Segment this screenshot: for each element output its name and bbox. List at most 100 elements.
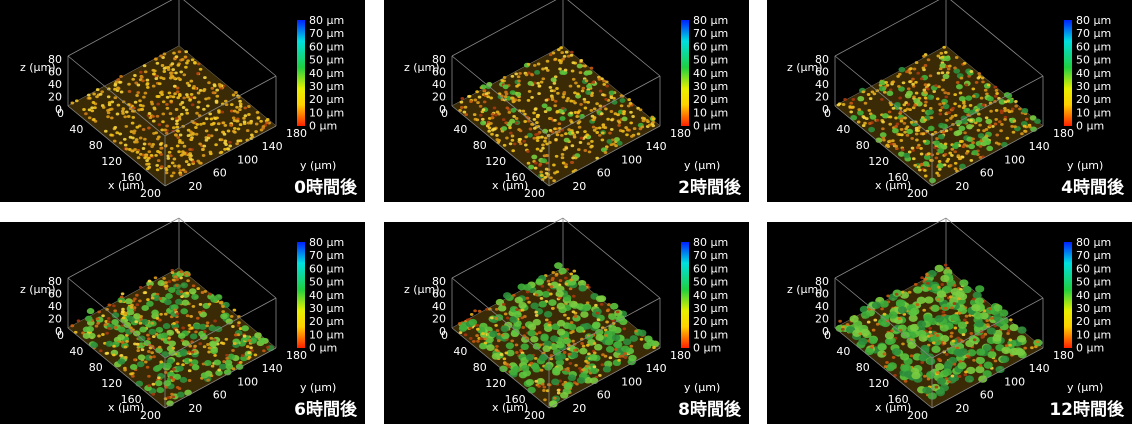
biofilm-cluster <box>614 348 618 351</box>
biofilm-cluster <box>901 342 905 345</box>
biofilm-cluster <box>148 280 152 283</box>
biofilm-cluster <box>923 314 932 321</box>
biofilm-cluster <box>938 103 942 106</box>
biofilm-cluster <box>531 155 537 160</box>
biofilm-cluster <box>651 121 655 124</box>
biofilm-cluster <box>991 349 995 352</box>
biofilm-cluster <box>225 354 229 357</box>
biofilm-cluster <box>185 93 189 96</box>
biofilm-cluster <box>606 309 610 312</box>
biofilm-cluster <box>150 351 154 354</box>
biofilm-cluster <box>176 278 180 281</box>
biofilm-cluster <box>139 327 147 333</box>
biofilm-cluster <box>923 118 927 121</box>
biofilm-cluster <box>534 380 538 383</box>
biofilm-cluster <box>883 313 887 316</box>
biofilm-cluster <box>536 136 540 139</box>
biofilm-cluster <box>605 85 609 88</box>
biofilm-cluster <box>196 72 200 75</box>
colorbar-label: 30 μm <box>1076 302 1111 315</box>
biofilm-cluster <box>922 67 926 70</box>
biofilm-cluster <box>180 377 188 383</box>
biofilm-cluster <box>530 336 538 343</box>
biofilm-cluster <box>71 102 75 105</box>
biofilm-cluster <box>238 108 242 111</box>
z-tick-label: 80 <box>432 53 446 66</box>
biofilm-cluster <box>485 92 489 95</box>
biofilm-cluster <box>145 159 149 162</box>
biofilm-cluster <box>846 323 850 326</box>
biofilm-cluster <box>528 330 536 337</box>
z-tick-label: 80 <box>815 275 829 288</box>
biofilm-cluster <box>880 98 884 101</box>
biofilm-cluster <box>199 68 203 71</box>
biofilm-cluster <box>222 121 226 124</box>
biofilm-cluster <box>610 118 614 121</box>
biofilm-cluster <box>505 363 509 366</box>
biofilm-cluster <box>220 313 228 319</box>
biofilm-cluster <box>572 61 576 64</box>
biofilm-cluster <box>489 97 493 100</box>
biofilm-cluster <box>553 82 557 85</box>
biofilm-cluster <box>175 108 179 111</box>
biofilm-cluster <box>530 303 538 310</box>
biofilm-cluster <box>495 134 499 137</box>
y-axis-label: y (μm) <box>300 381 336 394</box>
biofilm-cluster <box>969 104 973 107</box>
biofilm-cluster <box>118 327 126 333</box>
biofilm-cluster <box>177 77 181 80</box>
biofilm-cluster <box>593 107 597 110</box>
biofilm-cluster <box>230 110 234 113</box>
biofilm-cluster <box>527 99 531 102</box>
biofilm-cluster <box>595 102 599 105</box>
biofilm-cluster <box>591 118 595 121</box>
biofilm-cluster <box>528 81 534 86</box>
biofilm-cluster <box>213 338 217 341</box>
biofilm-cluster <box>641 125 645 128</box>
biofilm-cluster <box>237 321 241 324</box>
biofilm-cluster <box>537 385 541 388</box>
biofilm-cluster <box>543 140 547 143</box>
y-tick-label: 100 <box>237 375 258 388</box>
biofilm-cluster <box>900 117 904 120</box>
biofilm-cluster <box>247 351 251 354</box>
biofilm-cluster <box>540 174 544 177</box>
biofilm-cluster <box>558 268 566 275</box>
biofilm-cluster <box>543 386 547 389</box>
biofilm-cluster <box>975 298 984 305</box>
x-tick-label: 80 <box>473 139 487 152</box>
biofilm-cluster <box>82 108 86 111</box>
x-tick-label: 120 <box>101 155 122 168</box>
biofilm-cluster <box>868 127 875 132</box>
biofilm-cluster <box>137 84 141 87</box>
biofilm-cluster <box>551 379 559 386</box>
biofilm-cluster <box>898 306 907 313</box>
biofilm-cluster <box>542 103 548 108</box>
biofilm-cluster <box>591 115 595 118</box>
biofilm-cluster <box>181 153 185 156</box>
biofilm-cluster <box>515 297 523 304</box>
biofilm-cluster <box>896 75 900 78</box>
biofilm-cluster <box>96 317 100 320</box>
biofilm-cluster <box>579 103 583 106</box>
biofilm-cluster <box>998 120 1002 123</box>
biofilm-cluster <box>882 137 886 140</box>
biofilm-cluster <box>92 118 96 121</box>
biofilm-cluster <box>579 141 583 144</box>
biofilm-cluster <box>534 70 540 75</box>
biofilm-cluster <box>538 331 542 334</box>
biofilm-cluster <box>552 271 556 274</box>
biofilm-cluster <box>215 128 219 131</box>
biofilm-cluster <box>122 316 126 319</box>
biofilm-cluster <box>907 342 916 349</box>
biofilm-cluster <box>541 383 545 386</box>
biofilm-cluster <box>920 153 924 156</box>
biofilm-cluster <box>502 303 506 306</box>
biofilm-cluster <box>924 101 928 104</box>
biofilm-cluster <box>956 337 960 340</box>
biofilm-cluster <box>192 85 196 88</box>
biofilm-cluster <box>985 319 989 322</box>
z-tick-label: 60 <box>48 288 62 301</box>
biofilm-cluster <box>162 112 166 115</box>
biofilm-cluster <box>1003 118 1007 121</box>
